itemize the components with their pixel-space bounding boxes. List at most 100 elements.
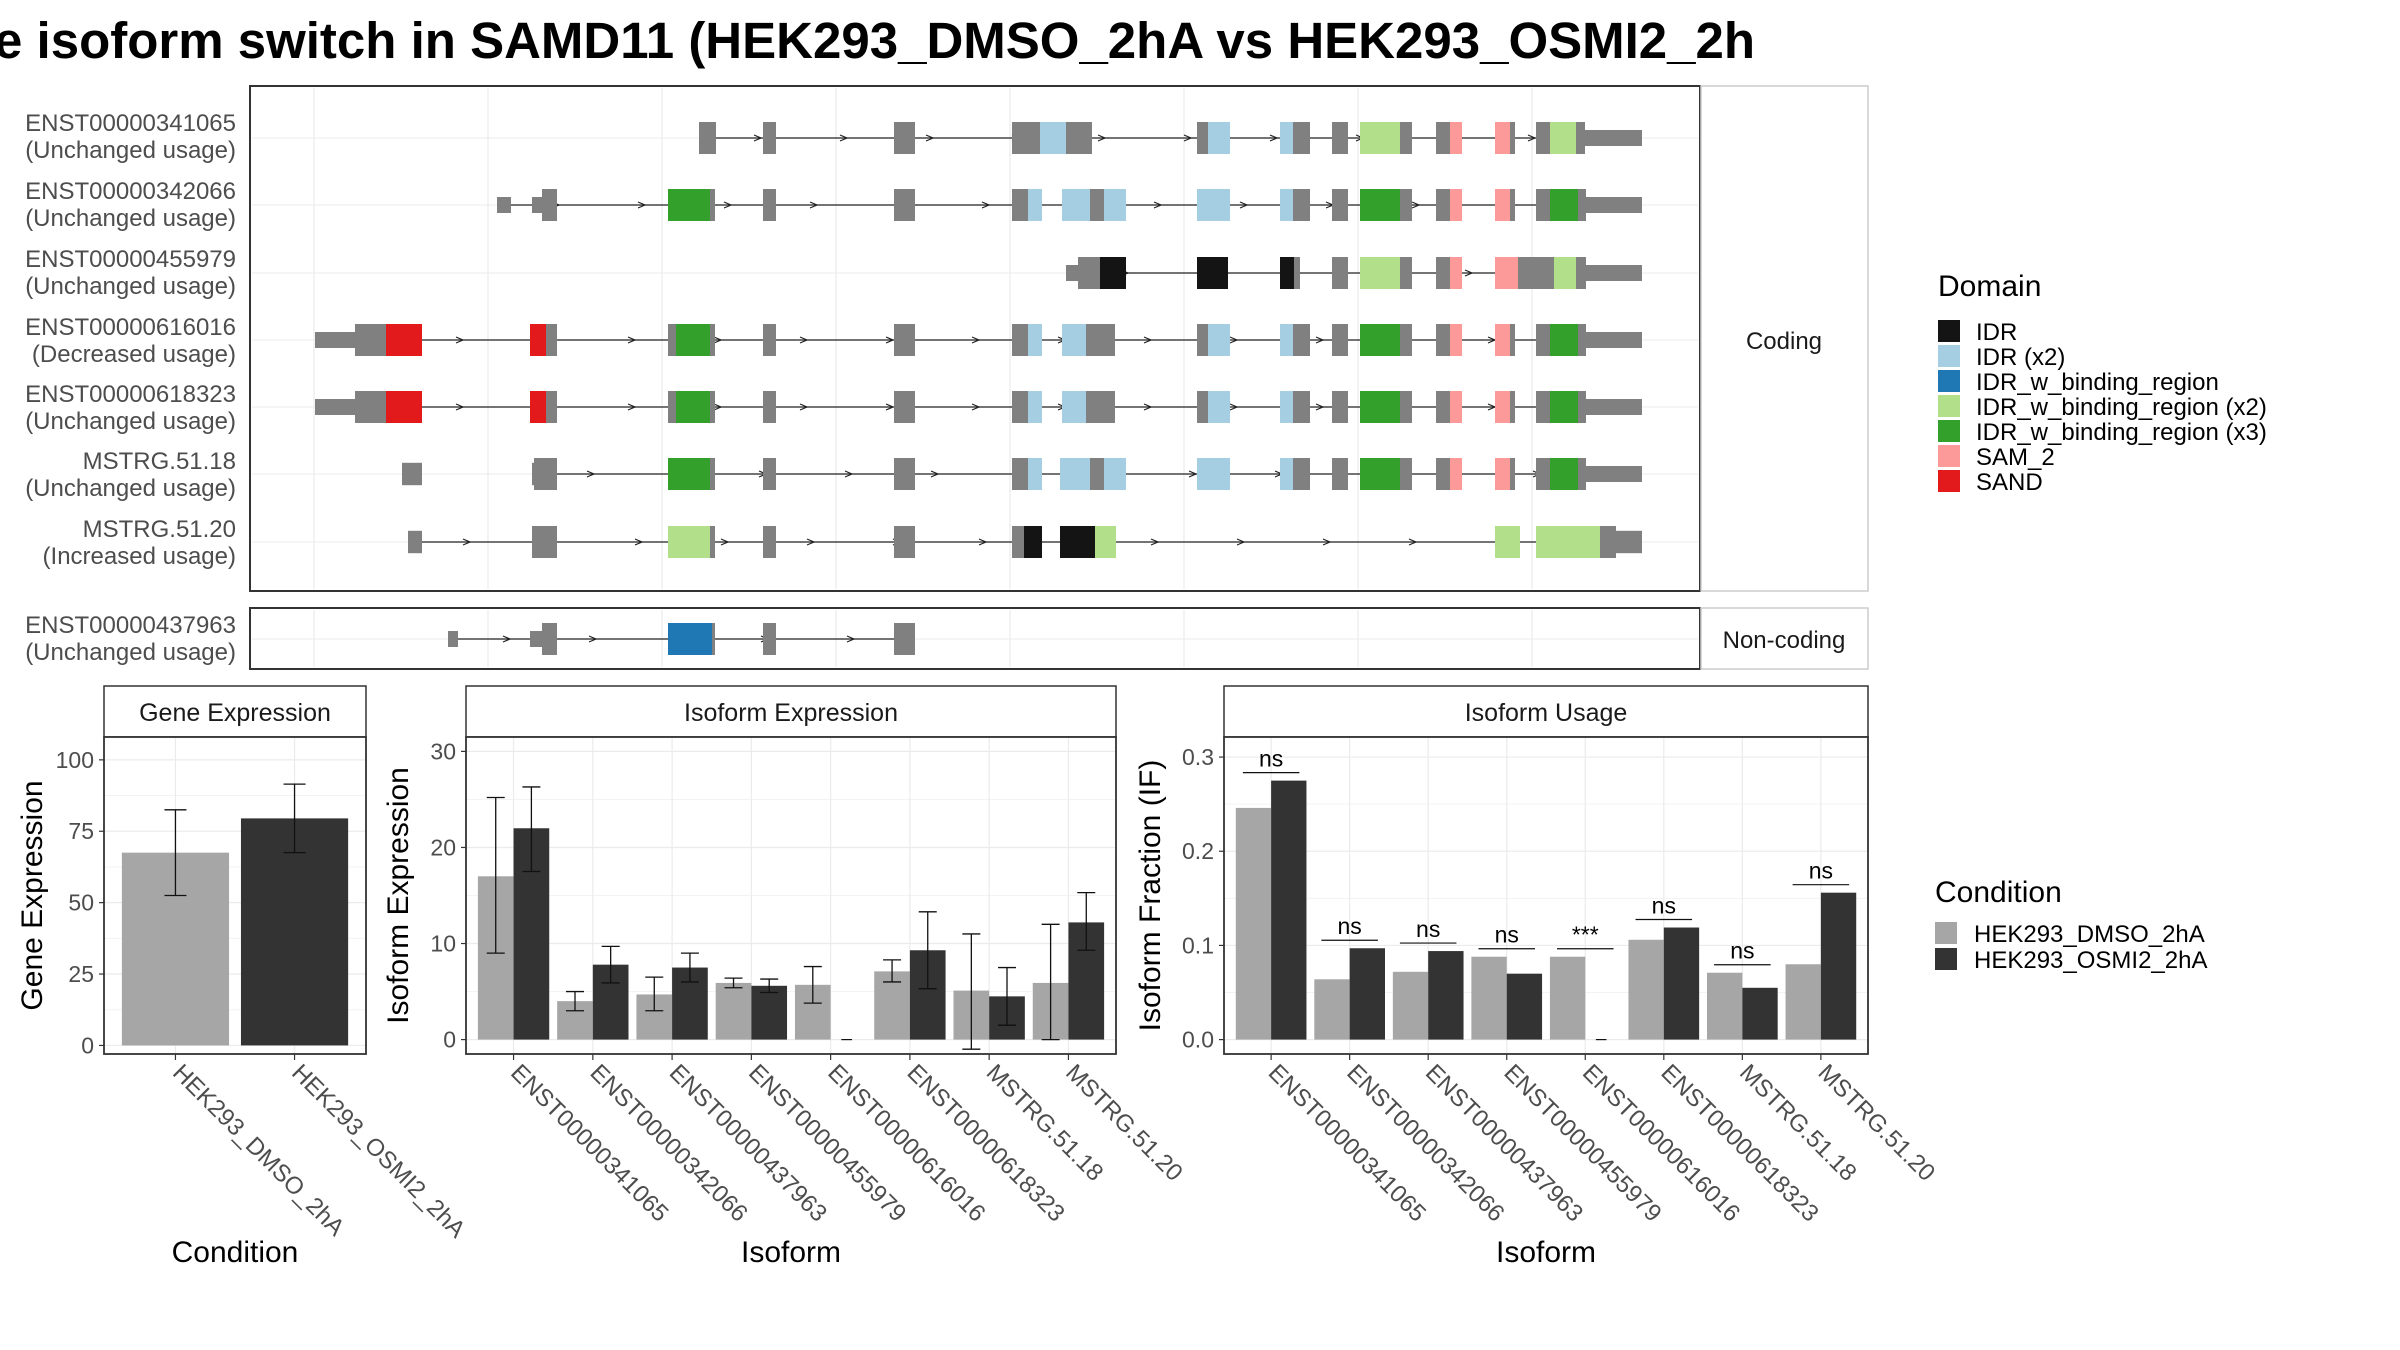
exon-block bbox=[712, 623, 715, 655]
domain-legend-swatch bbox=[1938, 445, 1960, 467]
arrow-icon bbox=[502, 635, 512, 643]
isoform-label-0: ENST00000341065 (Unchanged usage) bbox=[25, 110, 236, 164]
domain-block bbox=[1450, 122, 1462, 154]
domain-block bbox=[1450, 257, 1462, 289]
legend-swatch-osmi2 bbox=[1935, 948, 1957, 970]
exon-block bbox=[1332, 458, 1348, 490]
arrow-icon bbox=[627, 336, 637, 344]
bar bbox=[1820, 892, 1857, 1040]
domain-block bbox=[1495, 189, 1510, 221]
domain-block bbox=[386, 391, 422, 423]
exon-block bbox=[763, 623, 776, 655]
arrow-icon bbox=[1464, 269, 1474, 277]
exon-block bbox=[1066, 265, 1078, 281]
isoform-usage: (Unchanged usage) bbox=[25, 475, 236, 502]
arrow-icon bbox=[1527, 134, 1537, 142]
exon-block bbox=[1616, 530, 1642, 554]
arrow-icon bbox=[627, 403, 637, 411]
isoform-usage: (Decreased usage) bbox=[32, 341, 236, 368]
bar bbox=[1785, 964, 1821, 1040]
exon-block bbox=[1518, 257, 1554, 289]
domain-block bbox=[1536, 526, 1600, 558]
plot-border bbox=[103, 736, 367, 1055]
exon-block bbox=[1293, 458, 1310, 490]
arrow-icon bbox=[885, 336, 895, 344]
arrow-icon bbox=[713, 336, 723, 344]
exon-block bbox=[1436, 458, 1450, 490]
exon-block bbox=[1012, 324, 1028, 356]
arrow-icon bbox=[1408, 538, 1418, 546]
domain-block bbox=[1495, 526, 1520, 558]
plot-border bbox=[465, 736, 1117, 1055]
significance-label: ns bbox=[1495, 922, 1519, 948]
bar bbox=[1506, 973, 1543, 1040]
exon-block bbox=[315, 332, 355, 348]
arrow-icon bbox=[637, 201, 647, 209]
exon-block bbox=[1332, 324, 1348, 356]
exon-block bbox=[1090, 189, 1104, 221]
exon-block bbox=[894, 122, 915, 154]
domain-block bbox=[1280, 324, 1293, 356]
y-tick-label: 0.3 bbox=[1182, 744, 1214, 770]
domain-block bbox=[1208, 391, 1230, 423]
domain-legend-label: SAND bbox=[1976, 469, 2043, 496]
arrow-icon bbox=[1269, 134, 1279, 142]
exon-block bbox=[1436, 189, 1450, 221]
exon-block bbox=[1293, 324, 1310, 356]
exon-block bbox=[1586, 399, 1642, 415]
arrow-icon bbox=[634, 538, 644, 546]
exon-block bbox=[710, 391, 715, 423]
bar bbox=[1707, 972, 1743, 1040]
exon-block bbox=[1400, 122, 1412, 154]
bar bbox=[1663, 927, 1700, 1040]
isoform-id: ENST00000616016 bbox=[25, 314, 236, 341]
domain-block bbox=[1102, 526, 1116, 558]
arrow-icon bbox=[1153, 201, 1163, 209]
facet-strip bbox=[103, 685, 367, 738]
domain-legend-label: IDR_w_binding_region (x2) bbox=[1976, 394, 2267, 421]
exon-block bbox=[542, 189, 557, 221]
isoform-label-3: ENST00000616016 (Decreased usage) bbox=[25, 314, 236, 368]
bar bbox=[1392, 971, 1429, 1040]
domain-legend-swatch bbox=[1938, 370, 1960, 392]
domain-block bbox=[1495, 257, 1518, 289]
arrow-icon bbox=[1188, 470, 1198, 478]
exon-block bbox=[1086, 391, 1115, 423]
exon-block bbox=[894, 526, 915, 558]
domain-block bbox=[1450, 458, 1462, 490]
domain-block bbox=[1028, 189, 1042, 221]
legend-label-dmso: HEK293_DMSO_2hA bbox=[1974, 921, 2205, 948]
domain-block bbox=[1360, 391, 1400, 423]
isoform-label-2: ENST00000455979 (Unchanged usage) bbox=[25, 246, 236, 300]
exon-block bbox=[1078, 257, 1100, 289]
isoform-track bbox=[448, 623, 915, 655]
arrow-icon bbox=[1315, 336, 1325, 344]
arrow-icon bbox=[809, 201, 819, 209]
exon-block bbox=[1578, 458, 1586, 490]
bar bbox=[1471, 956, 1507, 1040]
exon-block bbox=[710, 189, 715, 221]
bar bbox=[715, 982, 752, 1040]
exon-block bbox=[1012, 458, 1028, 490]
facet-strip bbox=[1223, 685, 1869, 738]
x-tick-label: ENST00000341065 bbox=[505, 1059, 673, 1227]
exon-block bbox=[1585, 130, 1642, 146]
exon-block bbox=[1586, 332, 1642, 348]
exon-block bbox=[894, 189, 915, 221]
arrow-icon bbox=[1236, 538, 1246, 546]
chart-title: Isoform Expression bbox=[684, 699, 898, 727]
exon-block bbox=[1332, 257, 1348, 289]
exon-block bbox=[1510, 324, 1515, 356]
structure-panel: Coding Non-coding ENST00000341065 (Uncha… bbox=[25, 85, 1869, 670]
domain-block bbox=[1028, 391, 1042, 423]
isoform-track bbox=[315, 391, 1642, 423]
domain-block bbox=[1040, 122, 1066, 154]
domain-block bbox=[1280, 257, 1294, 289]
exon-block bbox=[1510, 189, 1515, 221]
exon-block bbox=[1536, 458, 1550, 490]
figure-title: e isoform switch in SAMD11 (HEK293_DMSO_… bbox=[0, 12, 1755, 69]
y-tick-label: 30 bbox=[430, 738, 456, 764]
y-tick-label: 0 bbox=[81, 1032, 94, 1058]
exon-block bbox=[763, 324, 776, 356]
bar bbox=[1628, 939, 1664, 1040]
